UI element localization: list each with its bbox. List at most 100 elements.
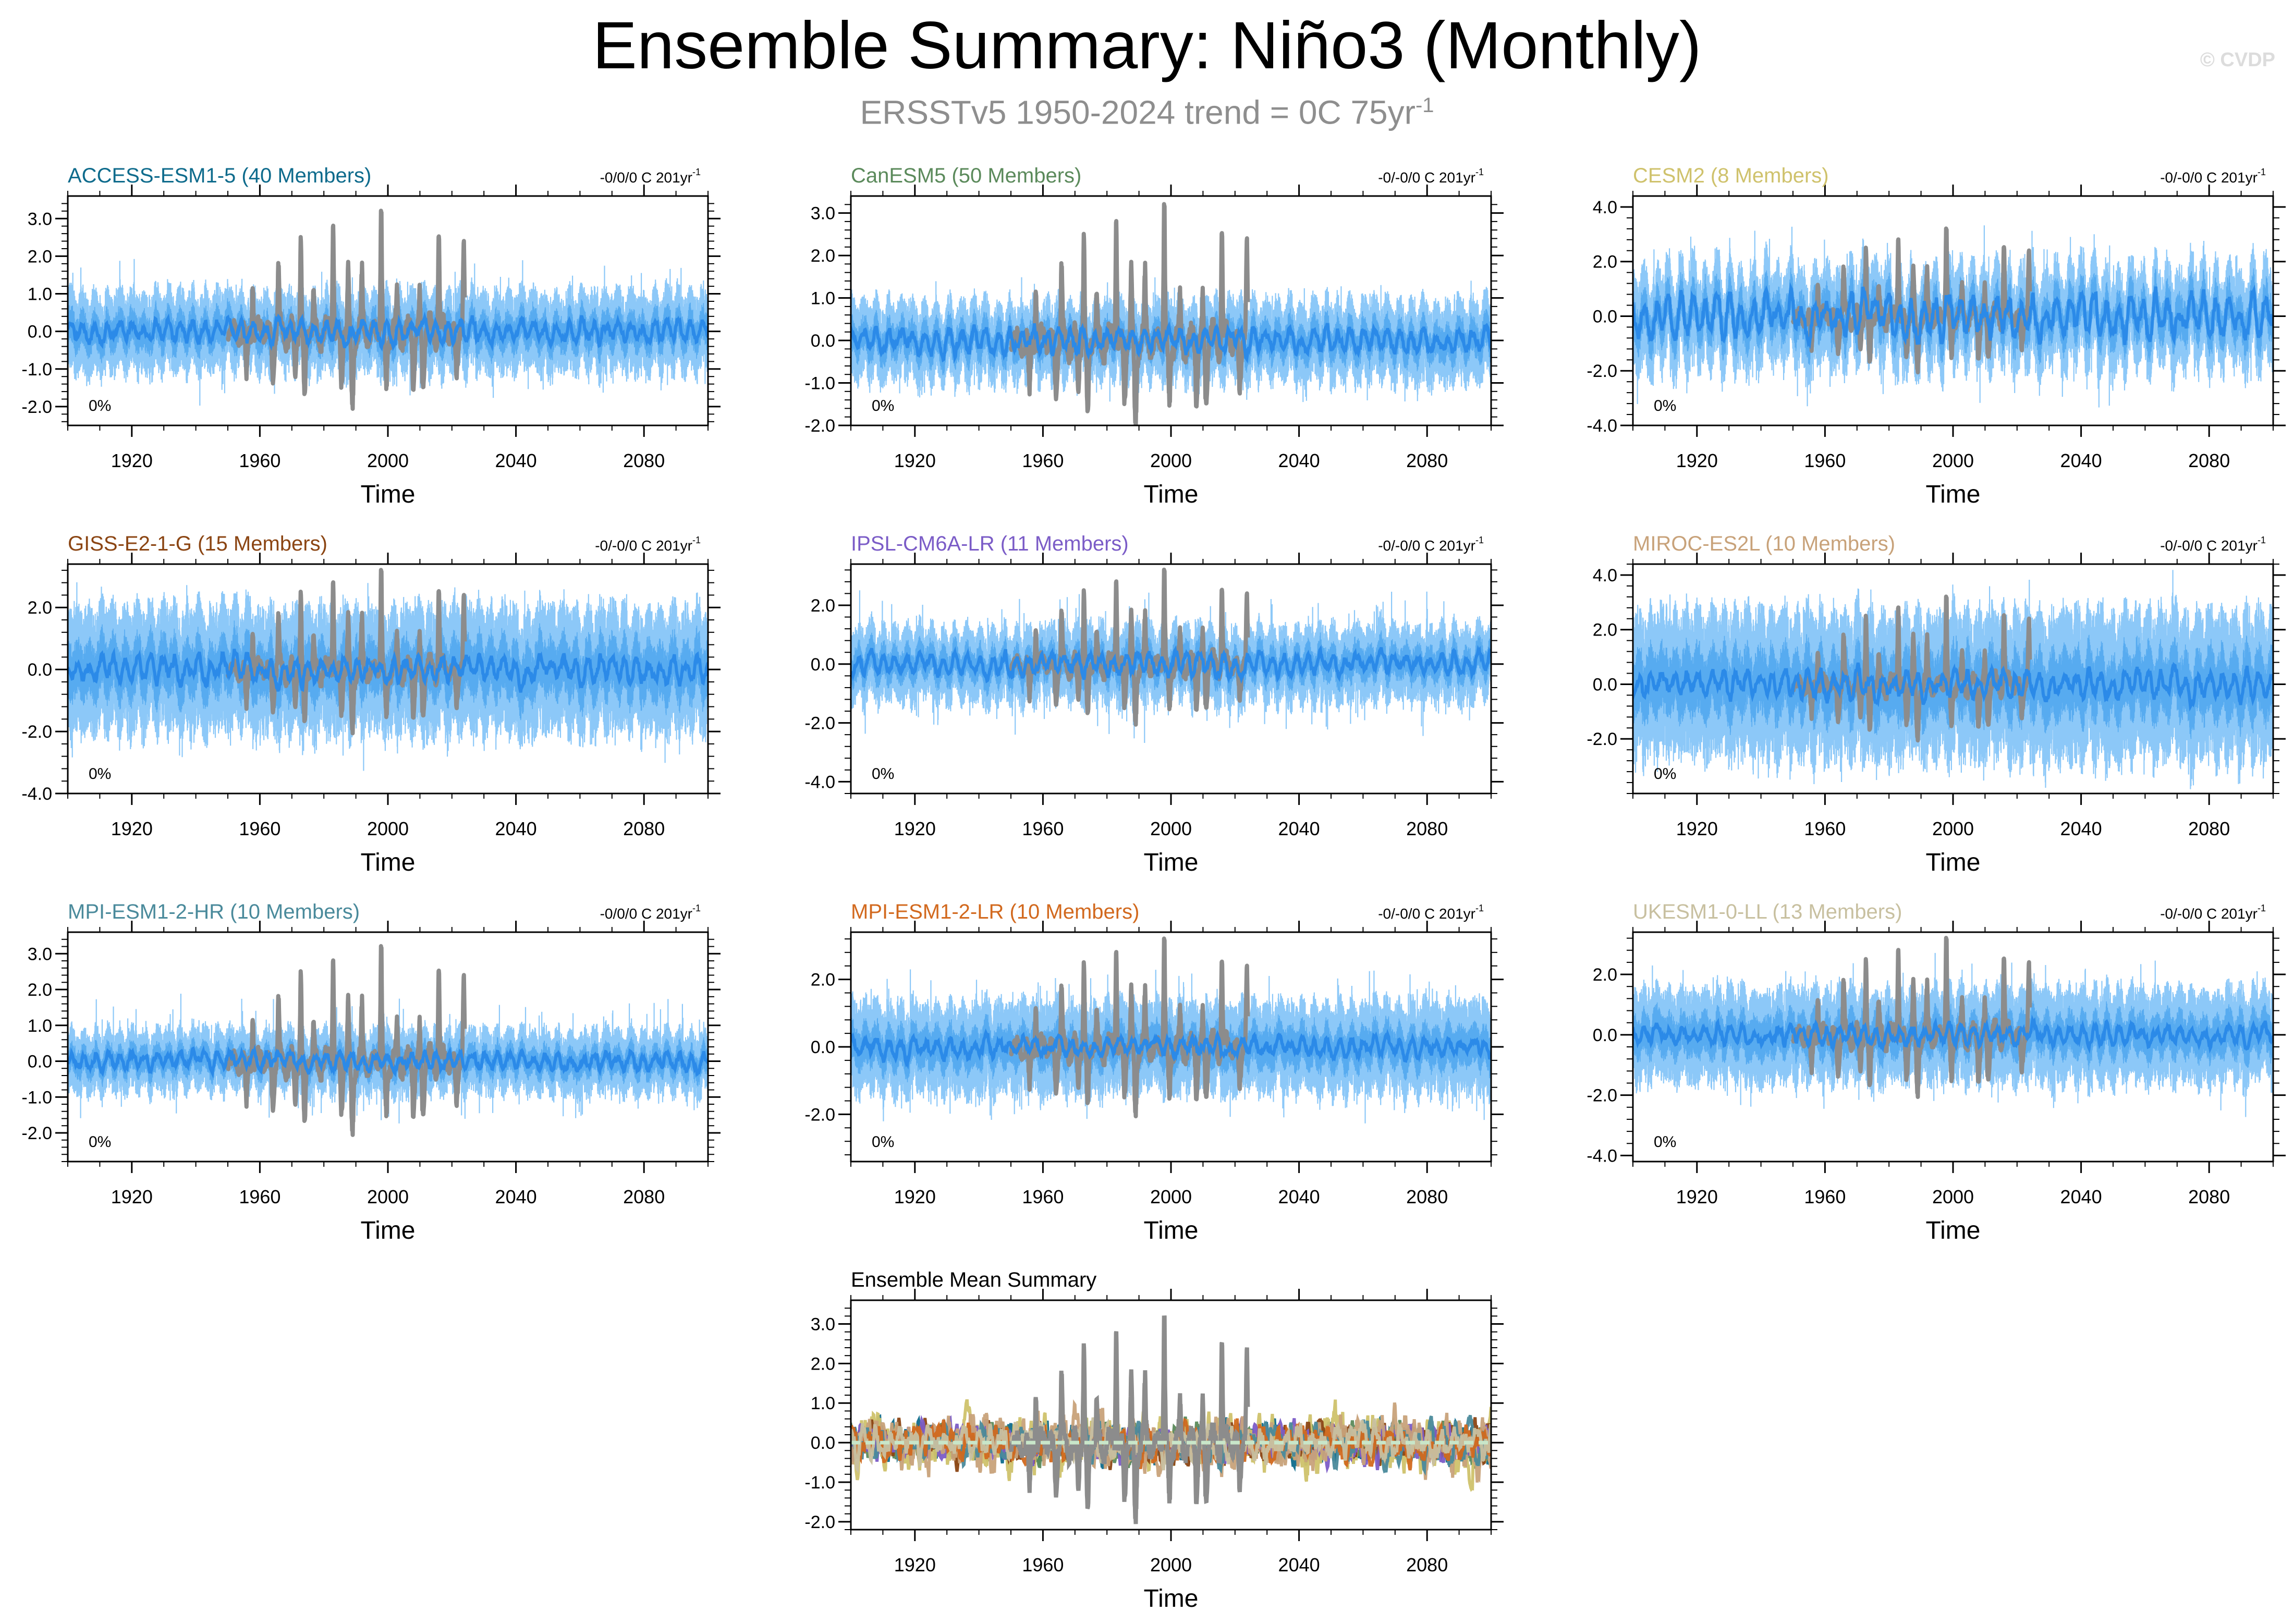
trend-label: -0/-0/0 C 201yr-1 — [1378, 167, 1484, 186]
y-tick-label: -1.0 — [804, 374, 835, 394]
x-tick-label: 2000 — [1932, 450, 1974, 471]
panel-title: IPSL-CM6A-LR (11 Members) — [851, 532, 1129, 555]
x-tick-label: 2000 — [1932, 818, 1974, 839]
x-tick-label: 2080 — [2188, 818, 2230, 839]
x-axis-label: Time — [361, 481, 416, 508]
y-tick-label: 3.0 — [28, 209, 52, 229]
page-subtitle: ERSSTv5 1950-2024 trend = 0C 75yr-1 — [0, 84, 2294, 133]
trend-label: -0/-0/0 C 201yr-1 — [2160, 903, 2266, 922]
percent-label: 0% — [872, 397, 894, 414]
x-tick-label: 2080 — [623, 818, 665, 839]
panel-summary: 1920 1960 2000 2040 2080 -2.0 -1.0 0.0 1.0 2.0 3.0… — [804, 1268, 1504, 1613]
x-tick-label: 1960 — [1022, 450, 1064, 471]
ensemble-mean — [1633, 662, 2273, 712]
plot-area — [851, 1315, 1491, 1524]
plot-area — [851, 936, 1491, 1124]
x-tick-label: 1920 — [894, 450, 936, 471]
x-tick-label: 1960 — [239, 450, 280, 471]
y-tick-label: -2.0 — [21, 397, 52, 417]
x-tick-label: 2040 — [1278, 1554, 1320, 1576]
y-tick-label: -1.0 — [804, 1473, 835, 1493]
y-tick-label: -2.0 — [1587, 729, 1617, 749]
panel-title: ACCESS-ESM1-5 (40 Members) — [68, 164, 371, 187]
copyright-watermark: © CVDP — [2200, 49, 2275, 71]
x-tick-label: 1920 — [111, 450, 153, 471]
x-axis-label: Time — [1926, 481, 1981, 508]
y-tick-label: 2.0 — [811, 596, 835, 616]
x-tick-label: 2000 — [1150, 1186, 1192, 1207]
x-tick-label: 1960 — [239, 1186, 280, 1207]
plot-area — [851, 202, 1491, 425]
y-tick-label: 0.0 — [1593, 307, 1617, 326]
x-axis-label: Time — [1144, 1217, 1199, 1244]
x-tick-label: 2080 — [1406, 818, 1448, 839]
y-tick-label: 0.0 — [28, 660, 52, 680]
x-tick-label: 2040 — [2060, 1186, 2102, 1207]
percent-label: 0% — [872, 1133, 894, 1151]
panel-title: MPI-ESM1-2-HR (10 Members) — [68, 900, 360, 923]
panel-title: MPI-ESM1-2-LR (10 Members) — [851, 900, 1139, 923]
x-axis-label: Time — [1926, 849, 1981, 876]
panel-mpi-hr: 1920 1960 2000 2040 2080 -2.0 -1.0 0.0 1.0 2.0 3.0… — [21, 900, 721, 1244]
panel-ukesm: 1920 1960 2000 2040 2080 -4.0 -2.0 0.0 2.0 Time UK… — [1587, 900, 2286, 1244]
ensemble-mean — [851, 644, 1491, 684]
plot-area — [1633, 936, 2273, 1117]
x-axis-label: Time — [1144, 1585, 1199, 1613]
x-tick-label: 2000 — [1150, 818, 1192, 839]
x-tick-label: 2080 — [1406, 1554, 1448, 1576]
x-tick-label: 1920 — [111, 818, 153, 839]
trend-label: -0/-0/0 C 201yr-1 — [1378, 903, 1484, 922]
observed-series — [226, 209, 467, 411]
panel-cesm2: 1920 1960 2000 2040 2080 -4.0 -2.0 0.0 2.0 4.0 Tim… — [1587, 164, 2286, 508]
y-tick-label: 1.0 — [28, 285, 52, 304]
x-tick-label: 2000 — [1150, 450, 1192, 471]
panel-miroc: 1920 1960 2000 2040 2080 -2.0 0.0 2.0 4.0 Time MIR… — [1587, 532, 2286, 876]
ensemble-mean — [851, 321, 1491, 364]
x-tick-label: 2000 — [367, 1186, 409, 1207]
trend-label: -0/-0/0 C 201yr-1 — [595, 535, 701, 554]
y-tick-label: 2.0 — [1593, 252, 1617, 272]
x-axis-label: Time — [1144, 849, 1199, 876]
y-tick-label: -4.0 — [804, 772, 835, 792]
page-title: Ensemble Summary: Niño3 (Monthly) — [592, 8, 1702, 83]
panel-title: CanESM5 (50 Members) — [851, 164, 1081, 187]
y-tick-label: -2.0 — [21, 1124, 52, 1143]
ensemble-mean — [68, 647, 708, 693]
x-tick-label: 2080 — [623, 450, 665, 471]
plot-area — [68, 568, 708, 771]
percent-label: 0% — [89, 1133, 111, 1151]
y-tick-label: 1.0 — [811, 1394, 835, 1413]
x-tick-label: 2080 — [1406, 1186, 1448, 1207]
x-tick-label: 1960 — [1022, 1186, 1064, 1207]
x-tick-label: 2040 — [2060, 450, 2102, 471]
panel-ipsl: 1920 1960 2000 2040 2080 -4.0 -2.0 0.0 2.0 Time IP… — [804, 532, 1504, 876]
y-tick-label: -2.0 — [1587, 361, 1617, 381]
y-tick-label: -4.0 — [1587, 1146, 1617, 1166]
x-tick-label: 1920 — [1676, 818, 1718, 839]
y-tick-label: -2.0 — [804, 1105, 835, 1125]
percent-label: 0% — [872, 765, 894, 783]
y-tick-label: 0.0 — [811, 1433, 835, 1453]
y-tick-label: 1.0 — [28, 1016, 52, 1036]
y-tick-label: 3.0 — [811, 204, 835, 224]
percent-label: 0% — [89, 765, 111, 783]
y-tick-label: 2.0 — [28, 980, 52, 1000]
panel-title: MIROC-ES2L (10 Members) — [1633, 532, 1895, 555]
y-tick-label: -2.0 — [804, 416, 835, 436]
panel-canesm: 1920 1960 2000 2040 2080 -2.0 -1.0 0.0 1.0 2.0 3.0… — [804, 164, 1504, 508]
x-tick-label: 2000 — [367, 818, 409, 839]
plot-area — [1633, 225, 2273, 408]
y-tick-label: 0.0 — [28, 322, 52, 342]
y-tick-label: -1.0 — [21, 1088, 52, 1107]
x-axis-label: Time — [361, 849, 416, 876]
x-tick-label: 1960 — [1804, 1186, 1846, 1207]
y-tick-label: 4.0 — [1593, 566, 1617, 585]
ensemble-mean — [851, 1028, 1491, 1070]
x-tick-label: 2080 — [623, 1186, 665, 1207]
x-tick-label: 2040 — [2060, 818, 2102, 839]
ensemble-mean — [1633, 1014, 2273, 1054]
y-tick-label: 0.0 — [811, 1037, 835, 1057]
y-tick-label: -2.0 — [21, 722, 52, 742]
plot-area — [68, 209, 708, 411]
subtitle-superscript: -1 — [1415, 94, 1434, 117]
